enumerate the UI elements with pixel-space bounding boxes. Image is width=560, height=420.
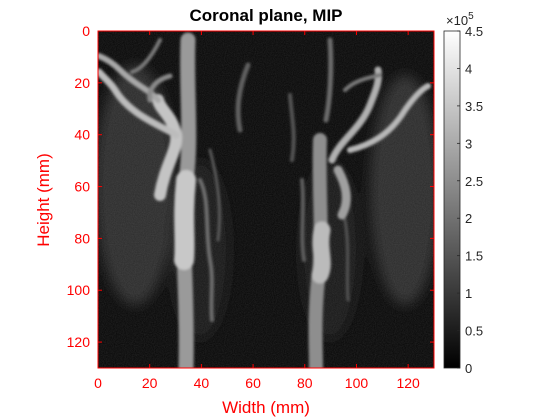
x-tick-label: 20 bbox=[142, 375, 158, 391]
colorbar-tick-label: 4.5 bbox=[465, 24, 483, 39]
colorbar bbox=[443, 30, 461, 369]
plot-frame bbox=[97, 30, 435, 369]
colorbar-tick-label: 0.5 bbox=[465, 324, 483, 339]
y-tick-label: 40 bbox=[74, 127, 90, 143]
colorbar-tick-label: 1 bbox=[465, 286, 472, 301]
x-tick-label: 60 bbox=[245, 375, 261, 391]
x-axis-label: Width (mm) bbox=[222, 398, 310, 417]
y-tick-label: 80 bbox=[74, 230, 90, 246]
colorbar-exponent-power: 5 bbox=[468, 11, 474, 22]
ticks: 0 20 40 60 80 100 120 0 20 40 60 80 100 120 bbox=[67, 23, 434, 391]
y-tick-label: 20 bbox=[74, 75, 90, 91]
mip-image bbox=[98, 31, 434, 368]
chart-title: Coronal plane, MIP bbox=[189, 6, 342, 25]
colorbar-tick-label: 2 bbox=[465, 211, 472, 226]
x-tick-label: 0 bbox=[94, 375, 102, 391]
colorbar-tick-label: 1.5 bbox=[465, 249, 483, 264]
y-axis-label: Height (mm) bbox=[34, 153, 53, 247]
vessels bbox=[98, 32, 431, 368]
colorbar-tick-label: 4 bbox=[465, 61, 472, 76]
y-tick-label: 60 bbox=[74, 179, 90, 195]
y-tick-label: 100 bbox=[67, 282, 91, 298]
colorbar-exponent-base: ×10 bbox=[446, 13, 468, 28]
x-tick-label: 40 bbox=[194, 375, 210, 391]
colorbar-tick-label: 2.5 bbox=[465, 174, 483, 189]
x-tick-label: 120 bbox=[396, 375, 420, 391]
colorbar-exponent: ×105 bbox=[446, 11, 474, 28]
x-tick-label: 100 bbox=[345, 375, 369, 391]
x-tick-label: 80 bbox=[297, 375, 313, 391]
colorbar-tick-label: 0 bbox=[465, 361, 472, 376]
colorbar-tick-label: 3.5 bbox=[465, 99, 483, 114]
y-tick-label: 120 bbox=[67, 334, 91, 350]
colorbar-tick-label: 3 bbox=[465, 136, 472, 151]
y-tick-label: 0 bbox=[82, 23, 90, 39]
colorbar-ticks: 0 0.5 1 1.5 2 2.5 3 3.5 4 4.5 bbox=[457, 24, 483, 376]
